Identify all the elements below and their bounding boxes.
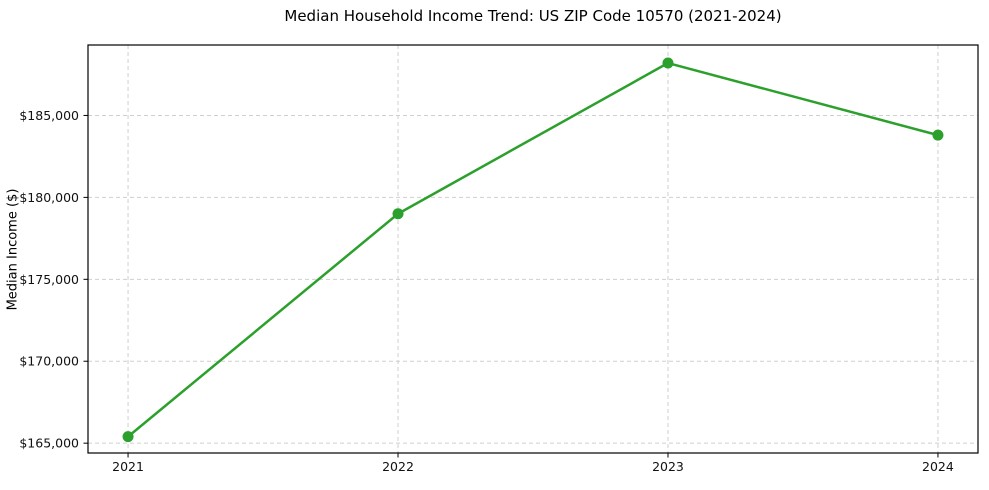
data-point-marker	[122, 431, 134, 443]
plot-border	[87, 44, 979, 454]
y-tick-label: $185,000	[19, 108, 79, 123]
trend-line	[126, 61, 940, 438]
x-tick-label: 2024	[922, 459, 954, 474]
y-tick-label: $165,000	[19, 436, 79, 451]
data-point-marker	[392, 208, 404, 220]
data-point-marker	[662, 57, 674, 69]
y-tick-label: $175,000	[19, 272, 79, 287]
chart-title: Median Household Income Trend: US ZIP Co…	[284, 7, 782, 25]
data-point-marker	[932, 129, 944, 141]
x-tick-label: 2022	[382, 459, 414, 474]
x-tick-label: 2023	[652, 459, 684, 474]
y-tick-label: $170,000	[19, 354, 79, 369]
y-tick-label: $180,000	[19, 190, 79, 205]
x-tick-label: 2021	[112, 459, 144, 474]
